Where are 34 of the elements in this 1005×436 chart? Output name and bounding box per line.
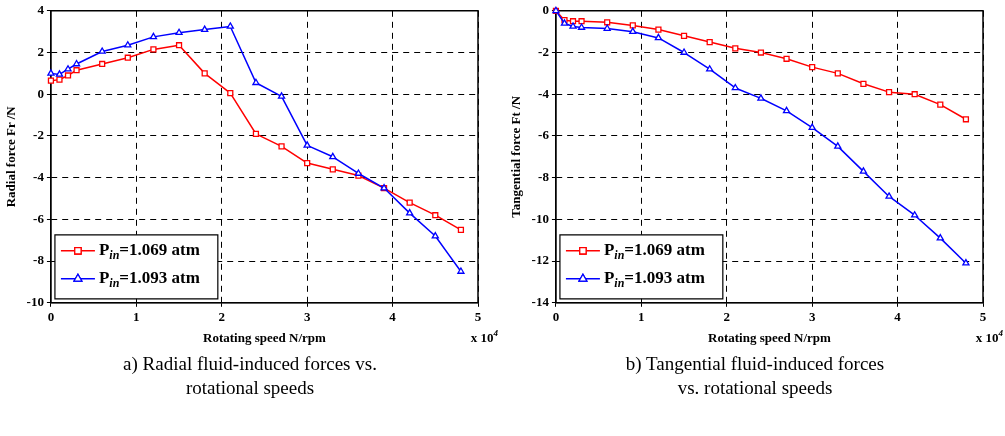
x-tick-label: 5 xyxy=(979,308,987,324)
y-tick-label: -4 xyxy=(538,85,550,101)
text: a) Radial fluid-induced forces vs. rotational speeds xyxy=(122,352,378,400)
y-tick-label: 0 xyxy=(542,2,549,18)
x-tick-label: 0 xyxy=(47,308,55,324)
y-tick-label: -2 xyxy=(538,43,549,59)
x-tick-label: 5 xyxy=(474,308,482,324)
x-tick-label: 1 xyxy=(133,308,140,324)
y-tick-label: -8 xyxy=(538,169,550,185)
y-axis-title: Tangential force Ft /N xyxy=(508,95,524,218)
y-tick-label: -14 xyxy=(531,294,550,310)
y-tick-label: -2 xyxy=(33,127,44,143)
y-tick-label: 0 xyxy=(37,85,44,101)
x-tick-label: 1 xyxy=(638,308,645,324)
x-tick-label: 4 xyxy=(389,308,397,324)
x-tick-label: 4 xyxy=(894,308,902,324)
x-tick-label: 0 xyxy=(552,308,560,324)
y-tick-label: -6 xyxy=(33,210,45,226)
x-tick-label: 2 xyxy=(723,308,731,324)
y-tick-label: -4 xyxy=(33,169,45,185)
y-axis-title: Radial force Fr /N xyxy=(3,105,19,208)
text: b) Tangential fluid-induced forces vs. rotational speeds xyxy=(624,352,886,400)
x-tick-label: 2 xyxy=(218,308,226,324)
y-tick-label: 2 xyxy=(37,43,44,59)
x-axis-title: Rotating speed N/rpm xyxy=(708,329,832,345)
y-tick-label: 4 xyxy=(37,2,45,18)
y-tick-label: -6 xyxy=(538,127,550,143)
x-tick-label: 3 xyxy=(303,308,311,324)
x-axis-title: Rotating speed N/rpm xyxy=(203,329,327,345)
y-tick-label: -10 xyxy=(26,294,44,310)
x-tick-label: 3 xyxy=(808,308,816,324)
y-tick-label: -10 xyxy=(531,210,549,226)
y-tick-label: -12 xyxy=(531,252,549,268)
y-tick-label: -8 xyxy=(33,252,45,268)
